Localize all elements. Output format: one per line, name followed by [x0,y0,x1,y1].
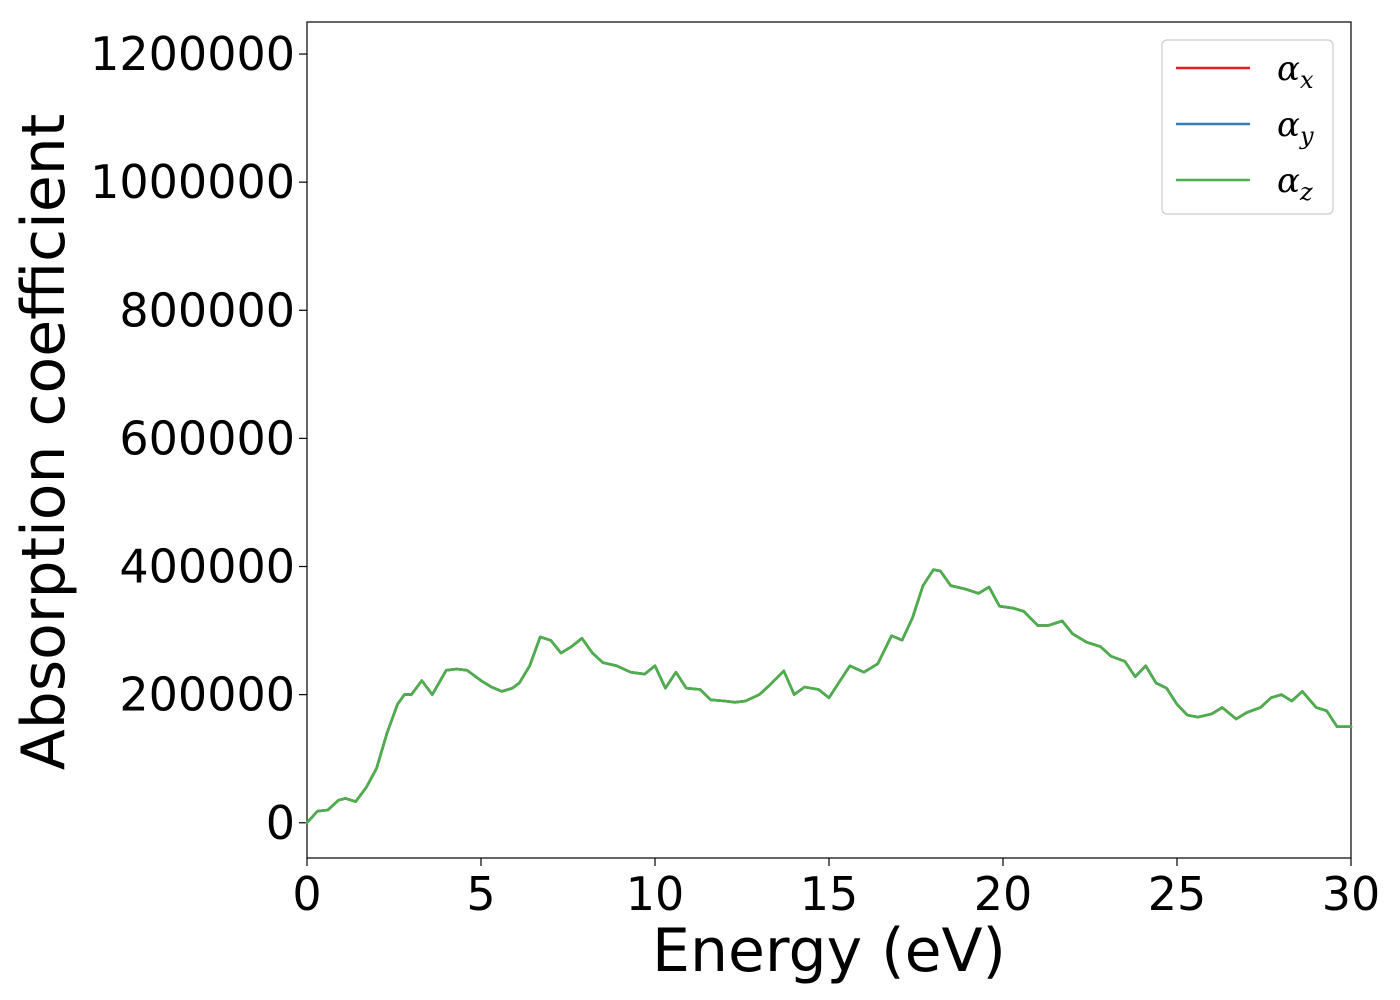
y-tick-label: 0 [266,796,295,850]
legend-box [1161,39,1334,215]
y-tick-label: 200000 [119,668,295,722]
legend: αx αy αz [1161,39,1334,215]
series-line-alpha-z [305,568,1353,825]
x-tick-label: 30 [1322,867,1381,921]
y-tick-label: 1000000 [90,155,295,209]
x-tick-label: 20 [974,867,1033,921]
x-tick-label: 0 [292,867,321,921]
x-axis: 0 5 10 15 20 25 30 [292,858,1380,921]
legend-label-alpha-y: αy [1277,105,1314,150]
x-tick-label: 25 [1148,867,1207,921]
x-tick-label: 5 [466,867,495,921]
y-tick-label: 800000 [119,283,295,337]
x-tick-label: 10 [626,867,685,921]
x-tick-label: 15 [800,867,859,921]
y-axis: 0 200000 400000 600000 800000 1000000 1200000 [90,27,307,850]
legend-label-alpha-x: αx [1277,49,1314,94]
legend-label-alpha-z: αz [1277,161,1313,206]
y-tick-label: 600000 [119,411,295,465]
series-layer [305,568,1353,825]
y-tick-label: 400000 [119,540,295,594]
y-tick-label: 1200000 [90,27,295,81]
x-axis-label: Energy (eV) [652,916,1006,986]
y-axis-label: Absorption coefficient [9,114,79,771]
